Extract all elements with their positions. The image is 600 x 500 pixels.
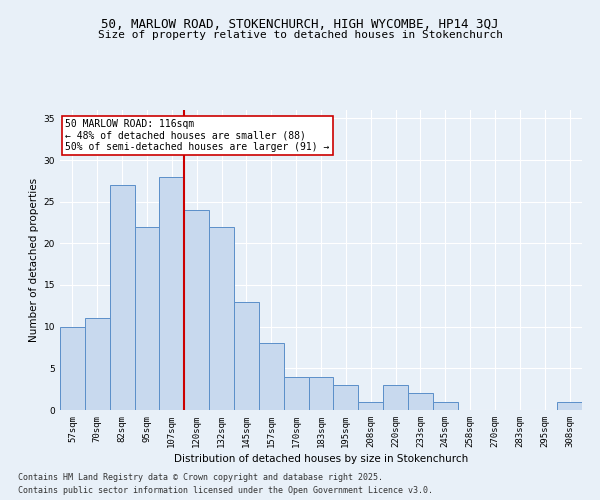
Bar [408, 394, 433, 410]
Text: Contains HM Land Registry data © Crown copyright and database right 2025.: Contains HM Land Registry data © Crown c… [18, 472, 383, 482]
Bar [85, 318, 110, 410]
Text: Contains public sector information licensed under the Open Government Licence v3: Contains public sector information licen… [18, 486, 433, 495]
X-axis label: Distribution of detached houses by size in Stokenchurch: Distribution of detached houses by size … [174, 454, 468, 464]
Bar [358, 402, 383, 410]
Bar [110, 185, 134, 410]
Bar [334, 385, 358, 410]
Bar [209, 226, 234, 410]
Y-axis label: Number of detached properties: Number of detached properties [29, 178, 40, 342]
Text: 50, MARLOW ROAD, STOKENCHURCH, HIGH WYCOMBE, HP14 3QJ: 50, MARLOW ROAD, STOKENCHURCH, HIGH WYCO… [101, 18, 499, 30]
Bar [184, 210, 209, 410]
Bar [134, 226, 160, 410]
Bar [259, 344, 284, 410]
Bar [557, 402, 582, 410]
Bar [433, 402, 458, 410]
Bar [383, 385, 408, 410]
Bar [234, 302, 259, 410]
Bar [308, 376, 334, 410]
Text: Size of property relative to detached houses in Stokenchurch: Size of property relative to detached ho… [97, 30, 503, 40]
Bar [60, 326, 85, 410]
Bar [160, 176, 184, 410]
Bar [284, 376, 308, 410]
Text: 50 MARLOW ROAD: 116sqm
← 48% of detached houses are smaller (88)
50% of semi-det: 50 MARLOW ROAD: 116sqm ← 48% of detached… [65, 119, 329, 152]
